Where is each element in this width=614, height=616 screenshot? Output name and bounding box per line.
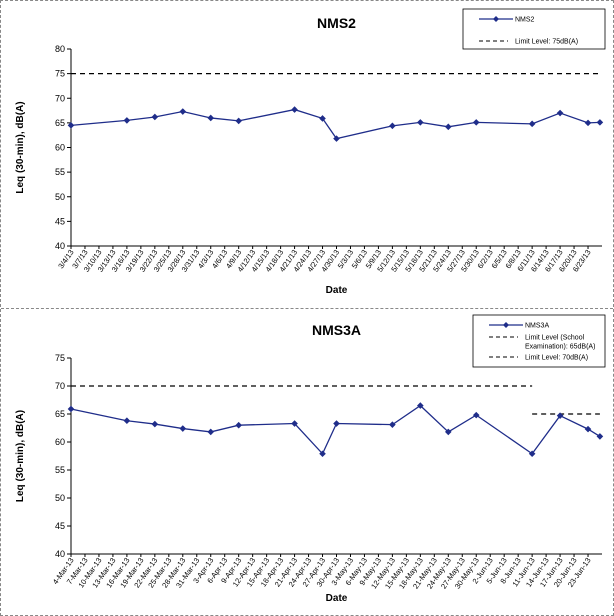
y-axis-label: Leq (30-min), dB(A) [15,410,26,502]
y-tick-label: 45 [55,216,65,226]
data-point [123,417,131,425]
data-point [235,117,242,125]
y-tick-label: 75 [55,353,65,363]
y-tick-label: 50 [55,192,65,202]
data-point [556,412,564,419]
data-point [67,122,75,129]
data-point [584,425,592,433]
y-tick-label: 70 [55,381,65,391]
x-axis-label: Date [326,593,348,604]
y-tick-label: 50 [55,493,65,503]
legend-series-label: NMS3A [525,323,549,330]
y-tick-label: 70 [55,93,65,103]
x-axis-label: Date [326,285,348,296]
legend-limit-label: Limit Level: 70dB(A) [525,355,588,362]
data-point [417,119,424,126]
nms3a-chart: NMS3A40455055606570754-Mar-137-Mar-1310-… [15,314,606,604]
y-tick-label: 40 [55,549,65,559]
data-point [528,450,536,458]
data-point [319,115,326,122]
y-tick-label: 55 [55,167,65,177]
data-point [596,119,604,126]
data-point [472,119,480,126]
data-point [389,122,396,130]
chart-title: NMS3A [312,322,361,338]
y-axis-label: Leq (30-min), dB(A) [15,101,26,193]
data-point [291,106,298,113]
series-line [70,404,601,455]
y-tick-label: 55 [55,465,65,475]
data-point [179,425,187,432]
y-tick-label: 80 [55,44,65,54]
y-tick-label: 60 [55,437,65,447]
legend-series-label: NMS2 [515,17,535,24]
chart-panel-nms3a: NMS3A 40 45 50 55 60 65 70 75 4-Mar-13 7-Mar-13 10-… [1,308,613,616]
legend-limit-label: Limit Level: 75dB(A) [515,39,578,46]
data-point [596,433,604,440]
data-point [417,402,424,409]
data-point [333,135,340,142]
legend-limit-label: Limit Level (School Examination): 65dB(A) [525,335,595,351]
y-tick-label: 75 [55,69,65,79]
legend-box [472,314,606,368]
chart-panel-nms2: NMS2 40 45 50 55 60 65 70 75 80 3/4/13 3/7/13 3/10/1… [1,1,613,308]
data-point [207,114,215,122]
chart-title: NMS2 [317,15,356,31]
nms2-chart: NMS24045505560657075803/4/133/7/133/10/1… [15,8,606,296]
data-point [528,120,536,128]
legend-series-marker [493,16,499,22]
data-point [123,117,131,124]
data-point [556,109,564,117]
data-point [151,113,159,121]
data-point [444,123,452,131]
data-point [67,405,75,413]
legend-series-marker [503,322,509,328]
data-point [151,420,159,428]
y-tick-label: 65 [55,118,65,128]
y-tick-label: 60 [55,143,65,153]
data-point [319,450,326,458]
series-line [70,108,600,140]
y-tick-label: 40 [55,241,65,251]
data-point [207,428,215,436]
data-point [584,119,592,127]
data-point [333,420,340,427]
data-point [179,108,187,115]
legend-box [462,8,606,50]
y-tick-label: 45 [55,521,65,531]
data-point [235,421,242,429]
y-tick-label: 65 [55,409,65,419]
data-point [472,411,480,419]
